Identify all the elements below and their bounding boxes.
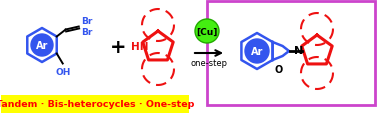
Circle shape (31, 35, 53, 56)
Text: OH: OH (55, 68, 70, 77)
Text: one-step: one-step (191, 59, 228, 68)
FancyBboxPatch shape (1, 95, 189, 113)
Text: Br: Br (81, 17, 92, 26)
Text: Tandem · Bis-heterocycles · One-step: Tandem · Bis-heterocycles · One-step (0, 100, 194, 109)
Text: O: O (274, 64, 283, 74)
Text: Br: Br (81, 28, 92, 37)
Text: Ar: Ar (251, 47, 263, 56)
Text: HN: HN (131, 42, 149, 52)
Text: Ar: Ar (36, 41, 48, 51)
Circle shape (245, 40, 269, 63)
FancyBboxPatch shape (207, 2, 375, 105)
Text: +: + (110, 38, 126, 57)
Text: [Cu]: [Cu] (196, 27, 218, 36)
Text: N: N (294, 46, 304, 56)
Circle shape (195, 20, 219, 44)
